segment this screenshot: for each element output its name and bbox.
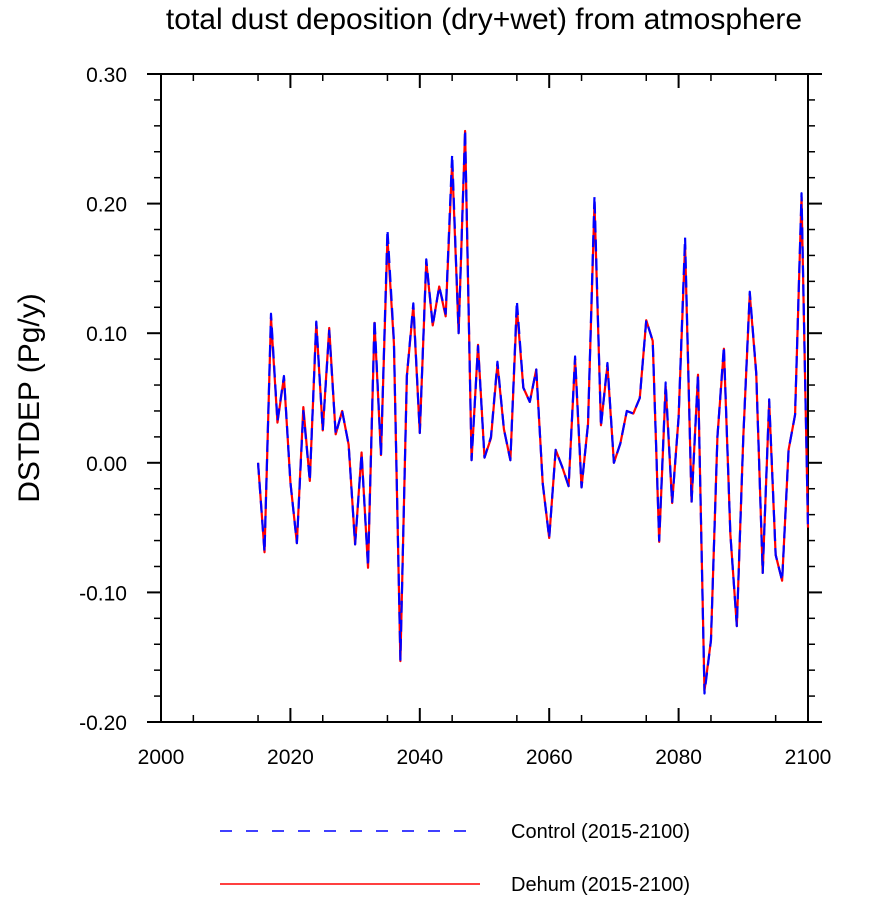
chart-title: total dust deposition (dry+wet) from atm…	[166, 3, 802, 36]
plot-frame	[160, 73, 809, 723]
y-tick-label: 0.20	[86, 194, 127, 217]
legend-label-control: Control (2015-2100)	[511, 821, 690, 843]
x-tick-label: 2000	[138, 746, 185, 769]
x-tick-label: 2040	[396, 746, 443, 769]
series-line-control	[256, 128, 810, 695]
x-tick-label: 2100	[785, 746, 832, 769]
series-layer	[256, 128, 810, 695]
y-tick-label: -0.20	[79, 712, 127, 735]
x-tick-label: 2060	[526, 746, 573, 769]
y-tick-label: -0.10	[79, 582, 127, 605]
y-tick-label: 0.10	[86, 323, 127, 346]
x-tick-label: 2080	[655, 746, 702, 769]
legend-label-dehum: Dehum (2015-2100)	[511, 874, 690, 896]
y-axis-title: DSTDEP (Pg/y)	[13, 293, 46, 503]
y-tick-label: 0.30	[86, 64, 127, 87]
legend: Control (2015-2100) Dehum (2015-2100)	[220, 821, 690, 896]
x-tick-label: 2020	[267, 746, 314, 769]
axis-tick-labels: 2000 2020 2040 2060 2080 2100 -0.20 -0.10 0.00 0.…	[79, 64, 831, 769]
y-tick-label: 0.00	[86, 453, 127, 476]
axis-ticks	[147, 73, 822, 723]
